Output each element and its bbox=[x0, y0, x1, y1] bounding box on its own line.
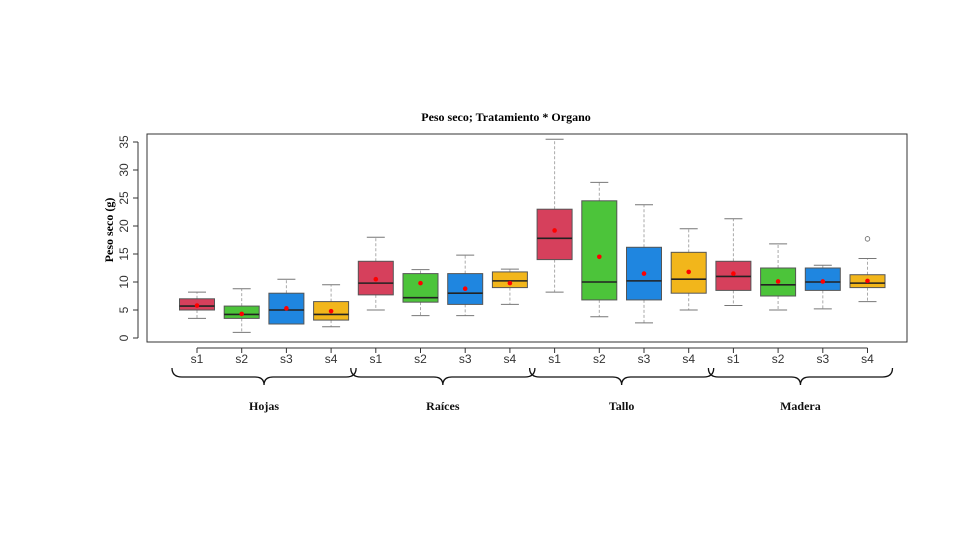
x-tick-label: s2 bbox=[414, 352, 427, 366]
x-tick-label: s4 bbox=[504, 352, 517, 366]
mean-point bbox=[865, 278, 870, 284]
mean-point bbox=[462, 286, 468, 292]
mean-point bbox=[686, 269, 691, 275]
x-tick-label: s3 bbox=[280, 352, 293, 366]
mean-point bbox=[194, 303, 200, 308]
x-tick-label: s1 bbox=[191, 352, 204, 366]
group-label: Hojas bbox=[249, 399, 279, 413]
x-tick-label: s1 bbox=[548, 352, 561, 366]
x-tick-label: s2 bbox=[235, 352, 248, 366]
boxplot-madera-s4 bbox=[849, 236, 886, 303]
plot-frame bbox=[146, 133, 908, 343]
group-brackets: Hojas Raíces Tallo Madera bbox=[171, 367, 894, 413]
boxplot-hojas-s4 bbox=[313, 284, 350, 328]
boxplot-raíces-s3 bbox=[447, 254, 484, 317]
mean-point bbox=[731, 271, 736, 276]
y-axis: 0 5 10 15 20 25 30 35 bbox=[117, 135, 139, 341]
chart-title: Peso seco; Tratamiento * Organo bbox=[421, 110, 591, 124]
boxplot-raíces-s1 bbox=[357, 236, 394, 311]
boxplot-tallo-s1 bbox=[536, 138, 573, 293]
mean-point bbox=[373, 276, 379, 282]
group-bracket bbox=[528, 367, 715, 386]
x-tick-label: s4 bbox=[682, 352, 695, 366]
x-tick-label: s4 bbox=[325, 352, 338, 366]
x-tick-label: s3 bbox=[816, 352, 829, 366]
mean-point bbox=[597, 254, 602, 260]
boxplot-madera-s3 bbox=[804, 264, 841, 310]
box-iqr bbox=[536, 208, 573, 261]
box-iqr bbox=[670, 251, 707, 294]
group-label: Raíces bbox=[426, 399, 460, 413]
x-axis: s1 s2 s3 s4 s1 s2 s3 s4 s1 s2 s3 s4 s1 s2 s3 s4 bbox=[191, 347, 874, 366]
x-tick-label: s2 bbox=[593, 352, 606, 366]
x-tick-label: s3 bbox=[459, 352, 472, 366]
y-tick-label: 10 bbox=[117, 275, 131, 289]
mean-point bbox=[820, 279, 826, 284]
box-iqr bbox=[491, 271, 528, 289]
mean-point bbox=[418, 280, 423, 286]
group-bracket bbox=[350, 367, 536, 386]
y-tick-label: 15 bbox=[117, 247, 131, 261]
group-label: Madera bbox=[780, 399, 821, 413]
mean-point bbox=[775, 279, 781, 284]
y-tick-label: 5 bbox=[117, 306, 131, 313]
x-tick-label: s3 bbox=[638, 352, 651, 366]
x-tick-label: s2 bbox=[772, 352, 785, 366]
box-series bbox=[179, 138, 886, 333]
box-iqr bbox=[581, 200, 618, 301]
group-label: Tallo bbox=[609, 399, 635, 413]
y-tick-label: 20 bbox=[117, 219, 131, 233]
y-tick-label: 35 bbox=[117, 135, 131, 149]
boxplot-madera-s2 bbox=[760, 243, 797, 311]
boxplot-raíces-s4 bbox=[491, 268, 528, 305]
y-axis-label: Peso seco (g) bbox=[102, 198, 116, 263]
outlier-point bbox=[864, 236, 871, 242]
x-tick-label: s1 bbox=[369, 352, 382, 366]
boxplot-hojas-s1 bbox=[179, 291, 215, 319]
y-tick-label: 25 bbox=[117, 191, 131, 205]
boxplot-tallo-s2 bbox=[581, 181, 618, 318]
mean-point bbox=[284, 306, 289, 311]
mean-point bbox=[507, 280, 513, 286]
boxplot-hojas-s3 bbox=[268, 278, 305, 325]
boxplot-hojas-s2 bbox=[223, 288, 260, 333]
x-tick-label: s4 bbox=[861, 352, 874, 366]
mean-point bbox=[239, 311, 244, 317]
y-tick-label: 0 bbox=[117, 334, 131, 341]
group-bracket bbox=[171, 367, 357, 386]
mean-point bbox=[328, 308, 334, 314]
boxplot-madera-s1 bbox=[715, 218, 752, 307]
boxplot-tallo-s4 bbox=[670, 228, 707, 311]
mean-point bbox=[552, 228, 557, 233]
mean-point bbox=[641, 271, 647, 276]
boxplot-tallo-s3 bbox=[626, 204, 662, 324]
boxplot-raíces-s2 bbox=[402, 269, 439, 317]
x-tick-label: s1 bbox=[727, 352, 740, 366]
group-bracket bbox=[707, 367, 894, 386]
y-tick-label: 30 bbox=[117, 163, 131, 177]
